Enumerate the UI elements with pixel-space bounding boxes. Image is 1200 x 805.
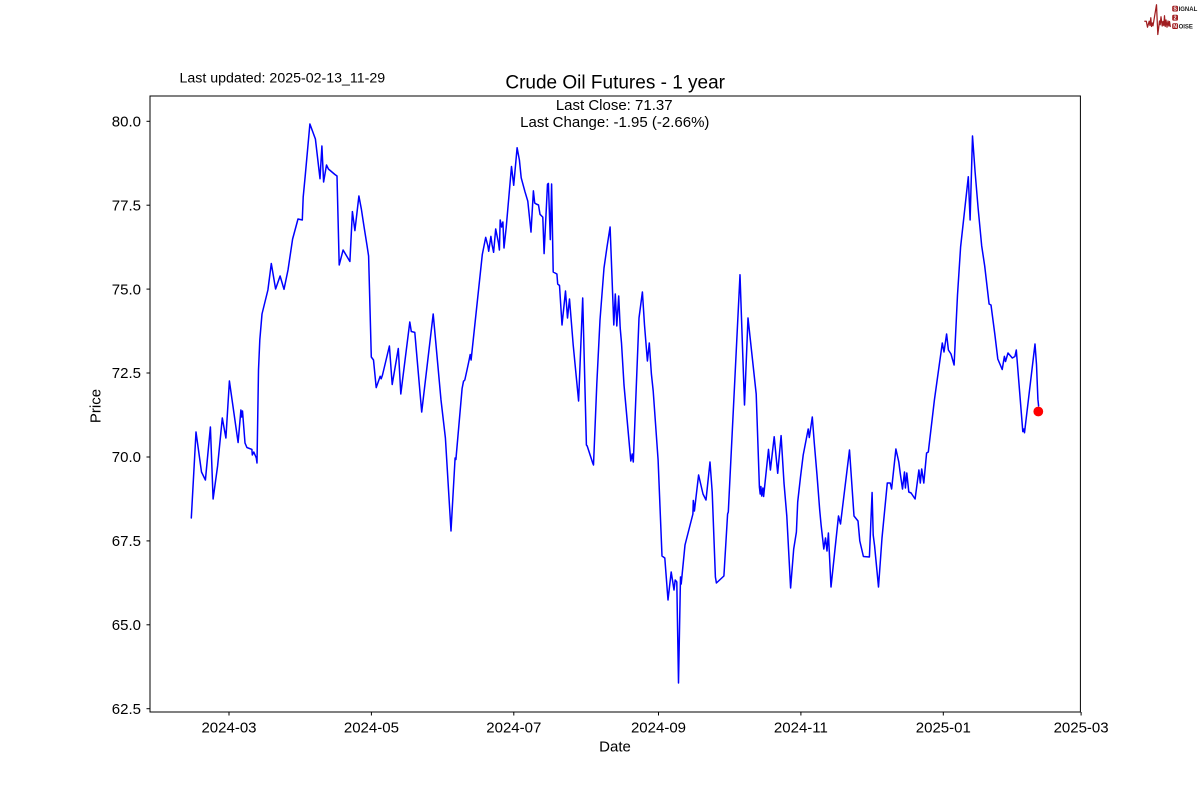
svg-text:67.5: 67.5 <box>112 533 141 550</box>
svg-text:Last updated: 2025-02-13_11-29: Last updated: 2025-02-13_11-29 <box>180 71 386 87</box>
svg-text:2024-11: 2024-11 <box>774 719 828 736</box>
svg-text:70.0: 70.0 <box>112 449 141 466</box>
svg-text:S: S <box>1173 7 1177 13</box>
svg-text:75.0: 75.0 <box>112 281 141 298</box>
svg-text:2024-09: 2024-09 <box>631 719 686 736</box>
svg-text:IGNAL: IGNAL <box>1179 7 1198 13</box>
svg-text:2024-05: 2024-05 <box>344 719 399 736</box>
svg-text:Last Change: -1.95 (-2.66%): Last Change: -1.95 (-2.66%) <box>520 114 709 131</box>
svg-text:72.5: 72.5 <box>112 365 141 382</box>
svg-text:OISE: OISE <box>1179 25 1193 31</box>
svg-text:N: N <box>1173 24 1177 30</box>
svg-text:Crude Oil Futures - 1 year: Crude Oil Futures - 1 year <box>505 73 725 94</box>
svg-text:Price: Price <box>88 389 105 423</box>
svg-text:2025-01: 2025-01 <box>916 719 971 736</box>
svg-text:Date: Date <box>599 739 631 756</box>
svg-text:77.5: 77.5 <box>112 197 141 214</box>
svg-text:2024-07: 2024-07 <box>486 719 541 736</box>
svg-text:65.0: 65.0 <box>112 617 141 634</box>
svg-text:62.5: 62.5 <box>112 701 141 718</box>
svg-text:Last Close: 71.37: Last Close: 71.37 <box>556 97 673 114</box>
svg-text:2025-03: 2025-03 <box>1054 719 1109 736</box>
svg-text:2024-03: 2024-03 <box>201 719 256 736</box>
svg-text:80.0: 80.0 <box>112 114 141 131</box>
svg-text:2: 2 <box>1174 16 1177 22</box>
